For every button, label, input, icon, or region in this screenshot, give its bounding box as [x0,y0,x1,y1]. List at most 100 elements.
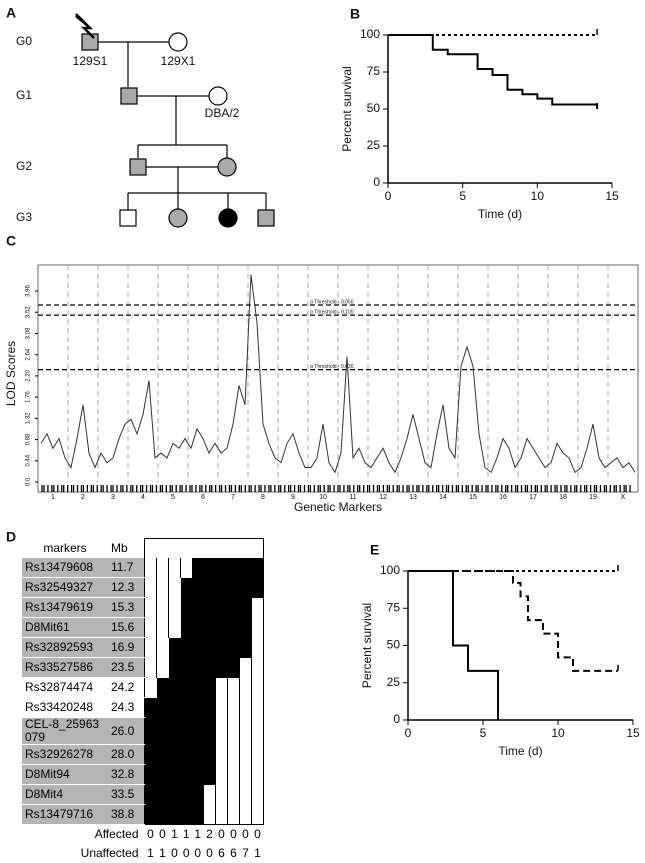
count: 1 [254,846,261,860]
strain-label: 129S1 [73,54,108,68]
genotype-cell [203,657,216,678]
genotype-cell [203,558,216,578]
marker-mb: 11.7 [108,558,145,578]
genotype-cell [144,637,157,658]
matrix-top [144,538,264,558]
strain-label: 129X1 [161,54,196,68]
strain-label: DBA/2 [205,106,240,120]
genotype-cell [144,764,157,785]
generation-label: G3 [16,210,32,224]
count: 6 [230,846,237,860]
genotype-cell [144,744,157,765]
genotype-cell [227,637,240,658]
genotype-cell [180,597,192,618]
genotype-cell [168,577,181,598]
genotype-cell [168,657,181,678]
x-tick-label: 10 [531,189,545,203]
marker-name: Rs33420248 [22,697,108,718]
x-tick-label: 10 [551,726,565,740]
y-tick-label: 0 [373,175,380,189]
panel-label: D [6,529,16,545]
genotype-cell [251,717,264,745]
count: 0 [147,827,154,841]
x-tick-label: 15 [626,726,640,740]
count-row: Affected 0 0 1 1 1 2 0 0 0 0 [22,825,264,845]
genotype-cell [239,617,252,638]
generation-label: G2 [16,159,32,173]
count: 1 [171,827,178,841]
genotype-cell [192,558,204,578]
y-tick-label: 75 [367,64,381,78]
marker-row: Rs33527586 23.5 [22,657,264,678]
genotype-cell [203,577,216,598]
panel-label: E [370,542,379,558]
genotype-cell [215,657,228,678]
genotype-cell [215,558,228,578]
y-tick-label: 3.96 [26,285,32,297]
genotype-cell [227,744,240,765]
y-tick-label: 100 [380,563,400,577]
genotype-cell [192,677,204,698]
x-axis-title: Genetic Markers [294,500,382,514]
genotype-cell [227,764,240,785]
genotype-cell [156,744,169,765]
genotype-cell [156,677,169,698]
genotype-cell [239,764,252,785]
count: 0 [182,846,190,860]
x-tick-label: 1 [51,494,55,501]
genotype-cell [215,784,228,805]
marker-row: Rs32926278 28.0 [22,744,264,765]
genotype-cell [239,804,252,825]
marker-name: Rs32926278 [22,744,108,765]
genotype-cell [144,577,157,598]
marker-row: Rs33420248 24.3 [22,697,264,718]
threshold-label: α Threshold - 0.100 [310,309,354,315]
genotype-cell [180,717,192,745]
genotype-cell [227,558,240,578]
genotype-cell [156,657,169,678]
genotype-cell [144,804,157,825]
genotype-cell [144,697,157,718]
genotype-cell [180,764,192,785]
pedigree [75,13,275,228]
genotype-cell [215,577,228,598]
count: 1 [182,827,190,841]
y-tick-label: 1.32 [26,412,32,424]
y-tick-label: 75 [387,600,401,614]
genotype-cell [203,617,216,638]
count: 1 [194,827,202,841]
marker-row: D8Mit61 15.6 [22,617,264,638]
y-tick-label: 3.08 [26,327,32,339]
count: 0 [206,846,213,860]
genotype-cell [156,717,169,745]
survival-curve [388,34,599,109]
genotype-cell [192,657,204,678]
marker-name: Rs32874474 [22,677,108,698]
genotype-cell [227,677,240,698]
marker-mb: 38.8 [108,804,145,825]
genotype-cell [180,637,192,658]
genotype-cell [156,637,169,658]
count: 1 [147,846,154,860]
genotype-cell [156,697,169,718]
x-tick-label: 8 [261,494,265,501]
marker-mb: 24.2 [108,677,145,698]
y-tick-label: 1.76 [26,391,32,403]
panel-label: C [6,233,16,249]
column-header: markers [43,540,87,555]
survival-curve [408,570,499,720]
count: 6 [218,846,225,860]
genotype-cell [251,577,264,598]
marker-row: Rs32549327 12.3 [22,577,264,598]
y-tick-label: 0.88 [26,433,32,445]
genotype-cell [180,697,192,718]
genotype-cell [168,597,181,618]
marker-name: D8Mit4 [22,784,108,805]
y-axis-title: Percent survival [340,66,354,151]
x-tick-label: 6 [201,494,205,501]
x-tick-label: 13 [409,494,417,501]
genotype-cell [215,764,228,785]
genotype-cell [168,677,181,698]
